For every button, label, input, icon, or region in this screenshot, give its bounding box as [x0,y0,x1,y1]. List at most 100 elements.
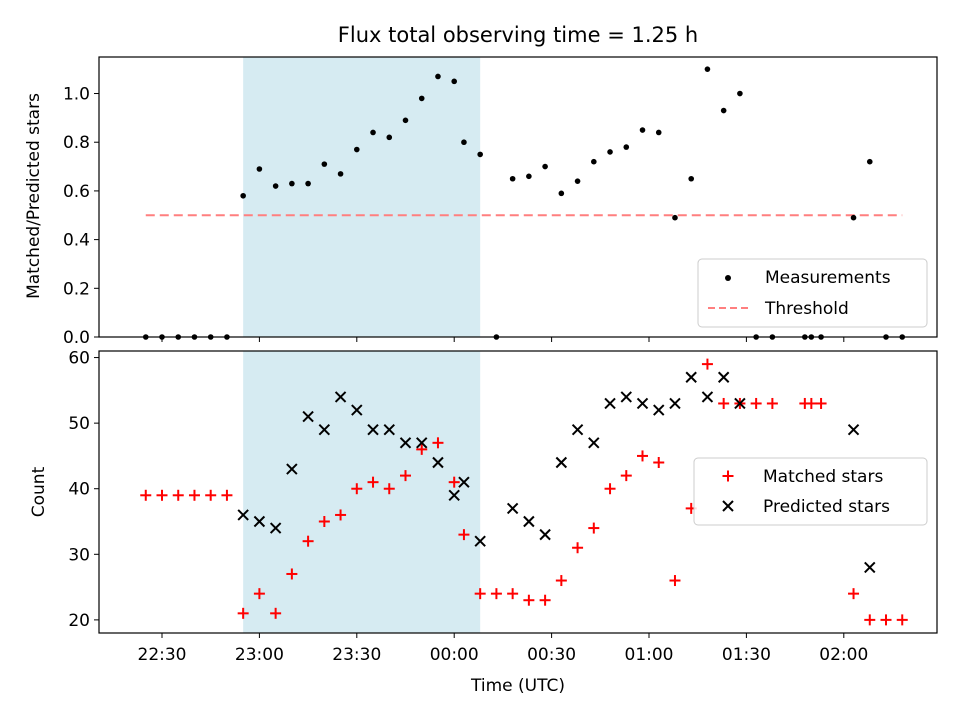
matched-point [416,443,428,455]
matched-point [620,470,632,482]
y-tick-label: 40 [68,480,90,500]
legend-measurements-label: Measurements [765,268,891,288]
measurement-point [256,166,263,172]
measurement-point [574,178,581,184]
measurement-point [451,78,458,85]
matched-point [286,568,298,580]
y-tick-label: 20 [68,611,90,631]
x-axis-ticks [161,337,845,342]
legend-box [693,457,928,526]
measurement-point [435,73,441,80]
predicted-point [555,456,568,469]
y-tick-label: 1.0 [63,85,90,105]
predicted-point [717,371,730,383]
axes-frame [98,56,938,338]
matched-point [572,542,584,554]
legend-cross-glyph [722,500,734,512]
predicted-point [847,423,860,436]
y-tick: 0.2 [63,279,99,299]
matched-point [205,489,217,501]
y-tick: 40 [68,480,99,500]
measurement-point [720,107,727,114]
matched-point [270,607,282,619]
predicted-point [604,397,616,410]
y-axis-ticks: 0.0 0.2 0.4 0.6 0.8 1.0 [63,85,99,348]
legend-matched-marker [722,470,734,482]
measurement-point [354,146,360,153]
matched-point [383,483,395,495]
predicted-point [367,423,379,436]
matched-point [750,397,762,409]
legend-measurements-marker [725,275,731,281]
measurement-point [607,149,613,155]
measurement-point [655,129,662,136]
predicted-point [269,522,282,534]
predicted-point [523,515,535,528]
y-tick-label: 50 [68,414,90,434]
predicted-point [286,463,298,475]
axes-frame [98,350,938,634]
legend-box [697,258,928,328]
x-tick-label: 23:00 [235,645,284,665]
predicted-point [302,410,314,423]
predicted-point [734,397,746,410]
matched-point [188,489,200,501]
count-marks [140,358,908,626]
x-tick-label: 23:30 [332,645,381,665]
matched-point [237,607,249,619]
y-axis-label: Matched/Predicted stars [24,93,44,299]
x-tick-label: 01:30 [722,645,771,665]
matched-point [367,476,379,488]
matched-point [253,588,265,600]
matched-point [448,476,460,488]
measurement-point [866,158,873,165]
measurement-point [688,175,695,182]
predicted-point [588,437,600,449]
predicted-point [701,391,714,403]
legend-predicted-marker [722,500,734,512]
x-tick: 22:30 [138,633,187,665]
matched-point [669,575,681,587]
predicted-point [253,515,266,528]
measurement-point [672,214,678,221]
predicted-point [416,437,428,449]
measurement-point [418,95,425,102]
predicted-point [506,502,519,515]
x-tick-label: 00:00 [430,645,479,665]
predicted-point [432,456,444,469]
predicted-point [448,489,460,501]
y-tick: 0.0 [63,328,99,348]
matched-point [864,614,876,626]
y-tick-label: 0.8 [63,133,90,153]
matched-point [523,594,535,606]
y-tick: 1.0 [63,85,99,105]
predicted-point [539,528,551,541]
predicted-point [571,423,584,436]
y-tick: 30 [68,545,99,565]
matched-point [302,535,314,547]
matched-point [848,588,860,600]
matched-point [588,522,600,534]
measurement-point [337,171,344,177]
highlight-band [243,57,481,337]
x-tick: 23:30 [332,633,381,665]
y-axis-label: Count [29,466,49,517]
matched-point [637,450,649,462]
predicted-point [351,404,363,416]
x-axis-label: Time (UTC) [470,676,565,696]
predicted-point [383,423,395,436]
measurement-point [591,158,597,165]
x-tick-label: 02:00 [819,645,868,665]
predicted-point [399,437,412,449]
matched-point [701,358,713,370]
matched-point [653,456,665,468]
y-tick: 20 [68,611,99,631]
matched-point [140,489,152,501]
predicted-point [474,535,486,547]
legend-matched-label: Matched stars [763,467,883,487]
x-tick: 00:00 [430,633,479,665]
x-tick: 01:30 [722,633,771,665]
y-tick-label: 0.2 [63,279,90,299]
measurement-point [623,144,630,150]
